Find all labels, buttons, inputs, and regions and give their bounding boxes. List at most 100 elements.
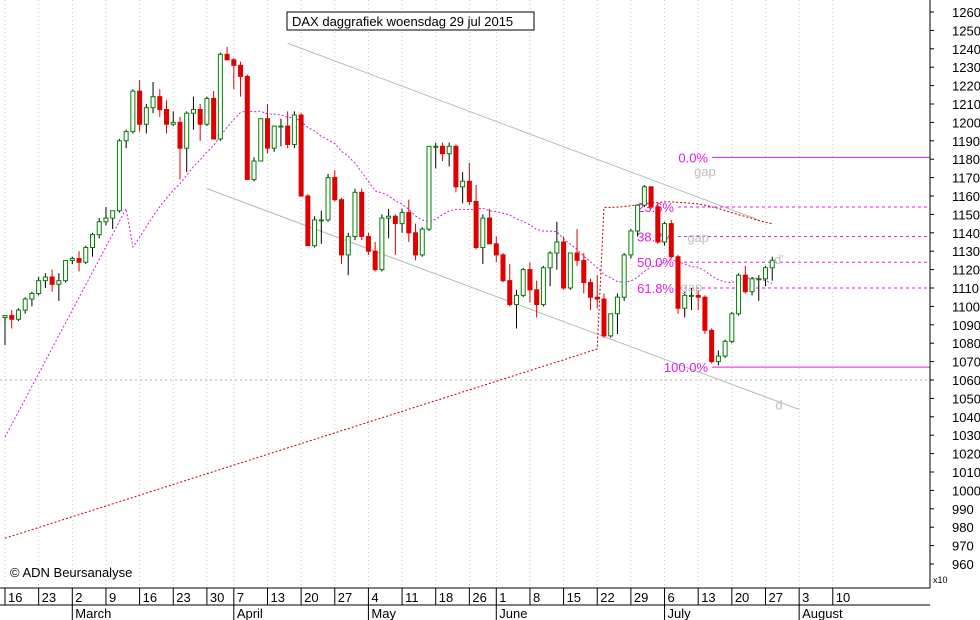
candle-body [736,274,742,315]
y-tick-label: 1140 [952,226,980,241]
candle-body [520,269,526,296]
x-tick-label: 7 [237,590,244,605]
month-label: July [668,606,692,620]
candle-body [372,250,378,271]
candle-body [392,215,398,225]
candle-body [534,289,540,306]
x-tick-label: 3 [802,590,809,605]
candle-body [56,280,62,285]
candle-body [29,293,35,300]
candle-body [594,296,600,300]
candle-body [527,269,533,291]
y-tick-label: 1250 [952,23,980,38]
candle-body [150,96,156,109]
month-label: June [499,606,527,620]
y-multiplier-label: x10 [933,575,948,585]
y-tick-label: 1080 [952,336,980,351]
month-label: April [237,606,263,620]
candle-body [285,125,291,145]
channel-upper-line [287,42,759,221]
candle-body [419,228,425,256]
candle-body [244,75,250,180]
copyright-text: © ADN Beursanalyse [10,565,132,580]
x-tick-label: 26 [472,590,486,605]
candle-body [439,145,445,155]
month-label: May [371,606,396,620]
candle-body [487,217,493,245]
x-tick-label: 22 [600,590,614,605]
candle-body [197,109,203,125]
candle-body [554,241,560,254]
candle-body [339,199,344,256]
x-tick-label: 23 [176,590,190,605]
candle-body [682,294,688,309]
chart-title-box: DAX daggrafiek woensdag 29 jul 2015 [286,11,535,31]
x-tick-label: 15 [567,590,581,605]
candle-body [238,64,244,77]
candle-body [641,186,647,206]
candle-body [63,259,69,282]
x-tick-label: 18 [439,590,453,605]
y-tick-label: 1120 [952,263,980,278]
x-tick-label: 13 [270,590,284,605]
candle-body [588,281,594,298]
candle-body [668,223,674,258]
candle-body [170,121,176,125]
y-tick-label: 1240 [952,42,980,57]
annotation-text: gap [681,280,703,295]
candle-body [251,160,257,180]
month-label: March [75,606,111,620]
x-tick-label: 27 [338,590,352,605]
candle-body [473,201,479,249]
candle-body [36,280,42,295]
fib-label: 61.8% [637,281,674,296]
candle-body [480,217,486,249]
candle-body [695,294,701,298]
candle-body [460,180,466,188]
candle-body [211,97,217,140]
candle-body [493,243,499,256]
candle-body [655,206,661,243]
candle-body [709,329,715,363]
candle-body [540,267,546,306]
candle-body [742,274,748,293]
x-tick-label: 16 [143,590,157,605]
candle-body [264,118,270,149]
candle-body [224,53,230,61]
candle-body [749,278,755,293]
candle-body [769,259,775,269]
x-tick-label: 10 [836,590,850,605]
y-tick-label: 1130 [952,244,980,259]
candle-body [305,195,311,247]
candle-body [614,296,620,315]
y-tick-label: 1210 [952,97,980,112]
candle-body [466,180,472,203]
candle-body [318,219,324,222]
x-tick-label: 30 [210,590,224,605]
x-tick-label: 29 [634,590,648,605]
fib-label: 100.0% [664,360,709,375]
candle-body [325,177,331,221]
candle-body [204,97,210,125]
candle-body [567,252,573,289]
candle-body [42,276,48,282]
candle-body [184,112,190,149]
candle-body [130,90,136,133]
y-tick-label: 1150 [952,207,980,222]
annotations: gap gap d' gap d [681,164,784,413]
candle-body [561,241,567,289]
candle-body [2,315,8,318]
candle-body [399,212,405,225]
month-label: August [802,606,843,620]
candle-body [547,252,553,269]
candle-body [762,267,768,280]
y-tick-label: 990 [952,502,974,517]
candle-body [49,276,55,285]
y-tick-label: 1030 [952,428,980,443]
y-tick-label: 1170 [952,171,980,186]
candle-body [433,145,439,148]
x-tick-label: 1 [499,590,506,605]
annotation-text: d [775,397,782,412]
candle-body [688,294,694,297]
candle-body [217,53,223,140]
